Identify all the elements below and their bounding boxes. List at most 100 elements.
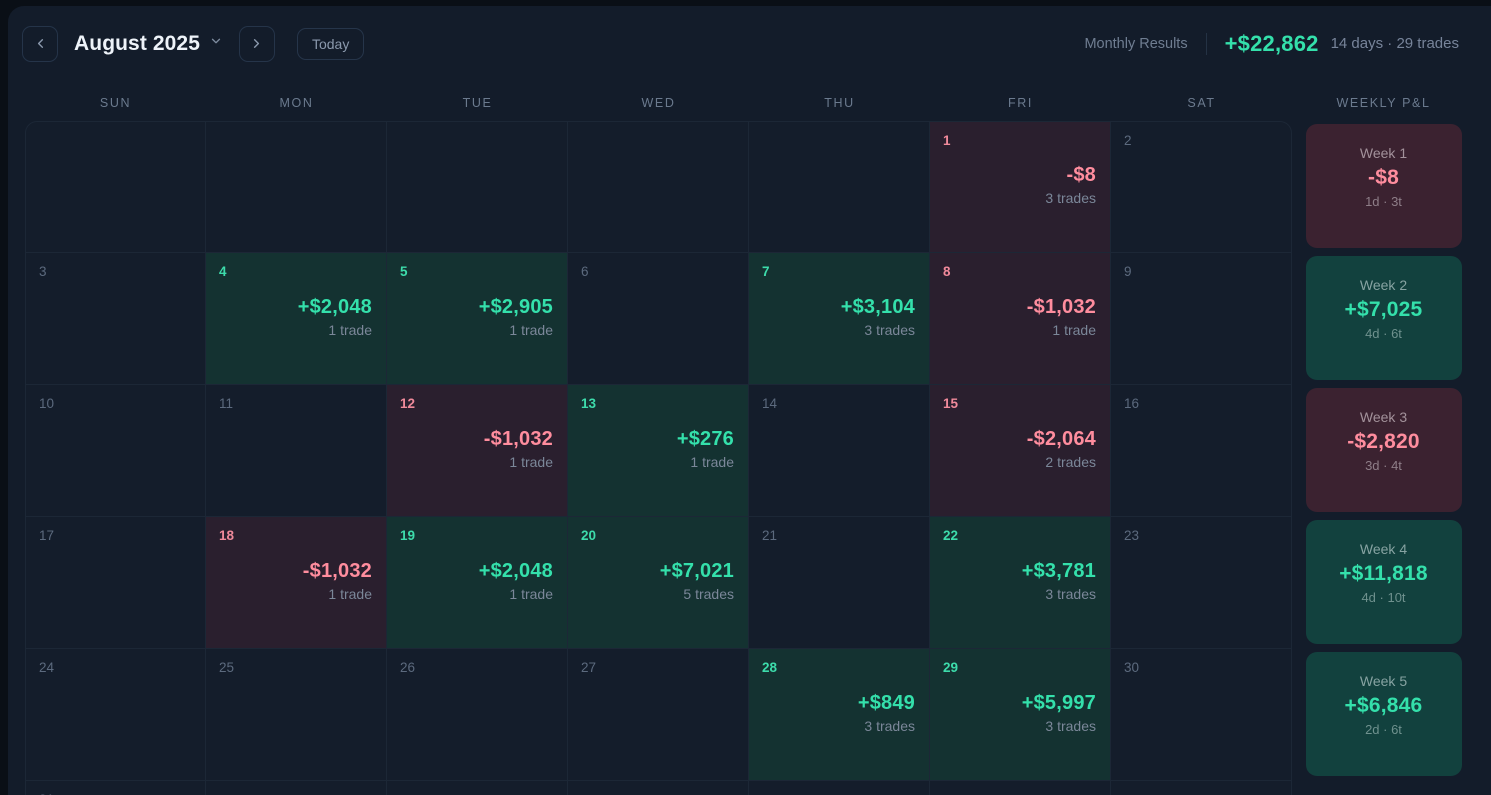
day-cell-empty — [749, 781, 930, 795]
day-pl-value: +$7,021 — [659, 559, 734, 582]
page-title: August 2025 — [74, 31, 200, 55]
day-number: 14 — [762, 396, 778, 411]
day-number: 25 — [219, 660, 235, 675]
weekly-pl-cell: Week 2 +$7,025 4d · 6t — [1292, 253, 1475, 385]
day-cell-content: -$1,032 1 trade — [387, 427, 553, 473]
day-cell-3[interactable]: 3 — [25, 253, 206, 385]
day-cell-17[interactable]: 17 — [25, 517, 206, 649]
weekly-summary-card[interactable]: Week 2 +$7,025 4d · 6t — [1305, 256, 1462, 380]
today-button[interactable]: Today — [296, 27, 365, 60]
weekly-summary-card[interactable]: Week 3 -$2,820 3d · 4t — [1305, 388, 1462, 512]
day-number: 27 — [581, 660, 597, 675]
day-number: 20 — [581, 528, 597, 543]
day-trade-count: 3 trades — [1045, 717, 1096, 734]
day-cell-30[interactable]: 30 — [1111, 649, 1292, 781]
week-days-trades: 4d · 10t — [1361, 589, 1406, 605]
weekly-pl-cell: Week 1 -$8 1d · 3t — [1292, 121, 1475, 253]
day-trade-count: 2 trades — [1045, 453, 1096, 470]
next-month-button[interactable] — [238, 25, 275, 62]
day-trade-count: 5 trades — [683, 585, 734, 602]
day-pl-value: +$3,104 — [840, 295, 915, 318]
day-cell-content: -$1,032 1 trade — [930, 295, 1096, 341]
day-cell-empty — [749, 121, 930, 253]
previous-month-button[interactable] — [22, 25, 58, 62]
day-number: 4 — [219, 264, 227, 279]
monthly-days-trades: 14 days · 29 trades — [1330, 35, 1459, 52]
day-cell-24[interactable]: 24 — [25, 649, 206, 781]
week-pl-value: +$7,025 — [1344, 297, 1423, 321]
week-pl-value: -$8 — [1368, 165, 1399, 189]
day-pl-value: +$2,905 — [478, 295, 553, 318]
chevron-right-icon — [249, 36, 264, 51]
day-trade-count: 3 trades — [1045, 190, 1096, 207]
day-cell-27[interactable]: 27 — [568, 649, 749, 781]
day-trade-count: 3 trades — [864, 717, 915, 734]
weekday-label-sat: SAT — [1187, 96, 1216, 110]
day-cell-4[interactable]: 4 +$2,048 1 trade — [206, 253, 387, 385]
day-pl-value: +$3,781 — [1021, 559, 1096, 582]
day-number: 8 — [943, 264, 951, 279]
week-days-trades: 2d · 6t — [1365, 721, 1402, 737]
week-days-trades: 3d · 4t — [1365, 457, 1402, 473]
day-cell-20[interactable]: 20 +$7,021 5 trades — [568, 517, 749, 649]
day-cell-9[interactable]: 9 — [1111, 253, 1292, 385]
calendar-grid: 1 -$8 3 trades 2 Week 1 -$8 1d · 3t 3 4 +$2,048 1 … — [25, 121, 1491, 795]
day-cell-content: -$2,064 2 trades — [930, 427, 1096, 473]
day-number: 2 — [1124, 133, 1132, 148]
calendar-header: August 2025 Today — [8, 6, 1491, 81]
week-label: Week 1 — [1359, 144, 1408, 161]
weekday-label-fri: FRI — [1008, 96, 1033, 110]
day-cell-22[interactable]: 22 +$3,781 3 trades — [930, 517, 1111, 649]
week-days-trades: 1d · 3t — [1365, 193, 1402, 209]
day-cell-empty — [1111, 781, 1292, 795]
day-number: 19 — [400, 528, 416, 543]
day-cell-18[interactable]: 18 -$1,032 1 trade — [206, 517, 387, 649]
day-number: 16 — [1124, 396, 1140, 411]
weekday-header-row: SUN MON TUE WED THU FRI SAT WEEKLY P&L — [25, 84, 1491, 122]
day-number: 3 — [39, 264, 47, 279]
day-cell-16[interactable]: 16 — [1111, 385, 1292, 517]
day-trade-count: 1 trade — [328, 321, 372, 338]
day-pl-value: -$1,032 — [1026, 295, 1096, 318]
day-cell-10[interactable]: 10 — [25, 385, 206, 517]
day-cell-26[interactable]: 26 — [387, 649, 568, 781]
day-cell-31[interactable]: 31 — [25, 781, 206, 795]
day-cell-19[interactable]: 19 +$2,048 1 trade — [387, 517, 568, 649]
day-cell-25[interactable]: 25 — [206, 649, 387, 781]
day-trade-count: 1 trade — [509, 321, 553, 338]
weekly-summary-card[interactable]: Week 1 -$8 1d · 3t — [1305, 124, 1462, 248]
day-cell-8[interactable]: 8 -$1,032 1 trade — [930, 253, 1111, 385]
day-cell-11[interactable]: 11 — [206, 385, 387, 517]
day-number: 28 — [762, 660, 778, 675]
day-cell-5[interactable]: 5 +$2,905 1 trade — [387, 253, 568, 385]
weekday-label-sun: SUN — [99, 96, 132, 110]
day-cell-14[interactable]: 14 — [749, 385, 930, 517]
day-cell-2[interactable]: 2 — [1111, 121, 1292, 253]
day-cell-23[interactable]: 23 — [1111, 517, 1292, 649]
day-pl-value: +$2,048 — [478, 559, 553, 582]
day-pl-value: +$849 — [857, 691, 915, 714]
day-cell-13[interactable]: 13 +$276 1 trade — [568, 385, 749, 517]
day-cell-12[interactable]: 12 -$1,032 1 trade — [387, 385, 568, 517]
day-cell-content: +$2,048 1 trade — [206, 295, 372, 341]
day-number: 12 — [400, 396, 416, 411]
day-cell-1[interactable]: 1 -$8 3 trades — [930, 121, 1111, 253]
day-cell-21[interactable]: 21 — [749, 517, 930, 649]
day-number: 18 — [219, 528, 235, 543]
monthly-total-pl: +$22,862 — [1224, 30, 1319, 56]
week-label: Week 4 — [1359, 540, 1408, 557]
day-pl-value: -$2,064 — [1026, 427, 1096, 450]
month-selector[interactable]: August 2025 — [70, 32, 227, 56]
day-cell-content: +$3,104 3 trades — [749, 295, 915, 341]
week-label: Week 3 — [1359, 408, 1408, 425]
day-cell-7[interactable]: 7 +$3,104 3 trades — [749, 253, 930, 385]
week-pl-value: -$2,820 — [1347, 429, 1420, 453]
day-cell-29[interactable]: 29 +$5,997 3 trades — [930, 649, 1111, 781]
day-cell-15[interactable]: 15 -$2,064 2 trades — [930, 385, 1111, 517]
monthly-summary: Monthly Results +$22,862 14 days · 29 tr… — [1084, 31, 1471, 57]
day-cell-28[interactable]: 28 +$849 3 trades — [749, 649, 930, 781]
day-cell-empty — [387, 781, 568, 795]
weekly-summary-card[interactable]: Week 4 +$11,818 4d · 10t — [1305, 520, 1462, 644]
weekly-summary-card[interactable]: Week 5 +$6,846 2d · 6t — [1305, 652, 1462, 776]
day-cell-6[interactable]: 6 — [568, 253, 749, 385]
